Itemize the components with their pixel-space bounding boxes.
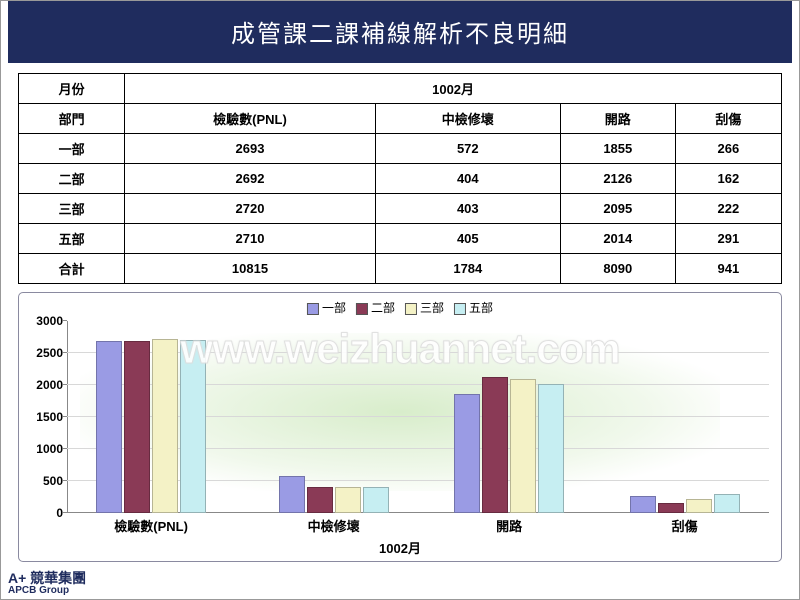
category-label: 中檢修壞	[278, 516, 390, 535]
cell: 266	[675, 134, 781, 164]
cell-dept: 二部	[19, 164, 125, 194]
bar	[482, 377, 508, 513]
cell-dept: 三部	[19, 194, 125, 224]
table-row-total: 合計 10815 1784 8090 941	[19, 254, 782, 284]
cell: 162	[675, 164, 781, 194]
cell: 291	[675, 224, 781, 254]
legend-label: 二部	[371, 301, 395, 315]
bar-group: 刮傷	[629, 494, 741, 513]
cell: 2693	[125, 134, 376, 164]
bar	[686, 499, 712, 513]
x-axis-label: 1002月	[19, 538, 781, 557]
col-header: 開路	[560, 104, 675, 134]
logo-line1: A+ 競華集團	[8, 570, 86, 586]
cell: 2710	[125, 224, 376, 254]
category-label: 開路	[453, 516, 565, 535]
bar-group: 檢驗數(PNL)	[95, 339, 207, 513]
chart-legend: 一部 二部 三部 五部	[307, 299, 493, 316]
bar	[658, 503, 684, 513]
legend-label: 五部	[469, 301, 493, 315]
bar	[307, 487, 333, 513]
page-title: 成管課二課補線解析不良明細	[8, 0, 792, 63]
data-table: 月份 1002月 部門 檢驗數(PNL) 中檢修壞 開路 刮傷 一部 2693 …	[18, 73, 782, 284]
table-row: 一部 2693 572 1855 266	[19, 134, 782, 164]
bar	[124, 341, 150, 513]
legend-item: 三部	[405, 299, 444, 316]
bar-group: 中檢修壞	[278, 476, 390, 513]
bar-chart: www.weizhuannet.com 一部 二部 三部 五部 05001000…	[18, 292, 782, 562]
bar	[279, 476, 305, 513]
cell: 10815	[125, 254, 376, 284]
footer-logo: A+ 競華集團 APCB Group	[8, 571, 86, 596]
table-row-month: 月份 1002月	[19, 74, 782, 104]
legend-label: 一部	[322, 301, 346, 315]
bar	[538, 384, 564, 513]
legend-item: 一部	[307, 299, 346, 316]
legend-item: 五部	[454, 299, 493, 316]
bar	[335, 487, 361, 513]
y-tick-label: 500	[25, 474, 63, 488]
col-header: 刮傷	[675, 104, 781, 134]
cell: 405	[375, 224, 560, 254]
cell: 8090	[560, 254, 675, 284]
cell: 403	[375, 194, 560, 224]
cell: 2720	[125, 194, 376, 224]
cell: 1855	[560, 134, 675, 164]
month-label: 月份	[19, 74, 125, 104]
data-table-wrap: 月份 1002月 部門 檢驗數(PNL) 中檢修壞 開路 刮傷 一部 2693 …	[18, 73, 782, 284]
bar-group: 開路	[453, 377, 565, 513]
y-tick-label: 1500	[25, 410, 63, 424]
table-row: 二部 2692 404 2126 162	[19, 164, 782, 194]
bar	[510, 379, 536, 513]
dept-label: 部門	[19, 104, 125, 134]
y-tick-label: 0	[25, 506, 63, 520]
cell: 2095	[560, 194, 675, 224]
cell-dept: 合計	[19, 254, 125, 284]
month-value: 1002月	[125, 74, 782, 104]
table-row: 五部 2710 405 2014 291	[19, 224, 782, 254]
bar	[152, 339, 178, 513]
bar	[363, 487, 389, 513]
bar	[454, 394, 480, 513]
category-label: 檢驗數(PNL)	[95, 516, 207, 535]
cell: 404	[375, 164, 560, 194]
col-header: 檢驗數(PNL)	[125, 104, 376, 134]
bar	[714, 494, 740, 513]
bar	[96, 341, 122, 513]
cell: 2692	[125, 164, 376, 194]
cell-dept: 一部	[19, 134, 125, 164]
cell: 222	[675, 194, 781, 224]
plot-area: 050010001500200025003000檢驗數(PNL)中檢修壞開路刮傷	[67, 321, 769, 513]
y-tick-label: 1000	[25, 442, 63, 456]
table-row-headers: 部門 檢驗數(PNL) 中檢修壞 開路 刮傷	[19, 104, 782, 134]
legend-item: 二部	[356, 299, 395, 316]
bar	[180, 340, 206, 513]
col-header: 中檢修壞	[375, 104, 560, 134]
bar	[630, 496, 656, 513]
category-label: 刮傷	[629, 516, 741, 535]
y-tick-label: 3000	[25, 314, 63, 328]
cell: 572	[375, 134, 560, 164]
legend-label: 三部	[420, 301, 444, 315]
y-tick-label: 2500	[25, 346, 63, 360]
cell-dept: 五部	[19, 224, 125, 254]
y-axis	[67, 321, 68, 513]
y-tick-label: 2000	[25, 378, 63, 392]
cell: 941	[675, 254, 781, 284]
cell: 1784	[375, 254, 560, 284]
cell: 2126	[560, 164, 675, 194]
cell: 2014	[560, 224, 675, 254]
logo-line2: APCB Group	[8, 585, 69, 596]
table-row: 三部 2720 403 2095 222	[19, 194, 782, 224]
